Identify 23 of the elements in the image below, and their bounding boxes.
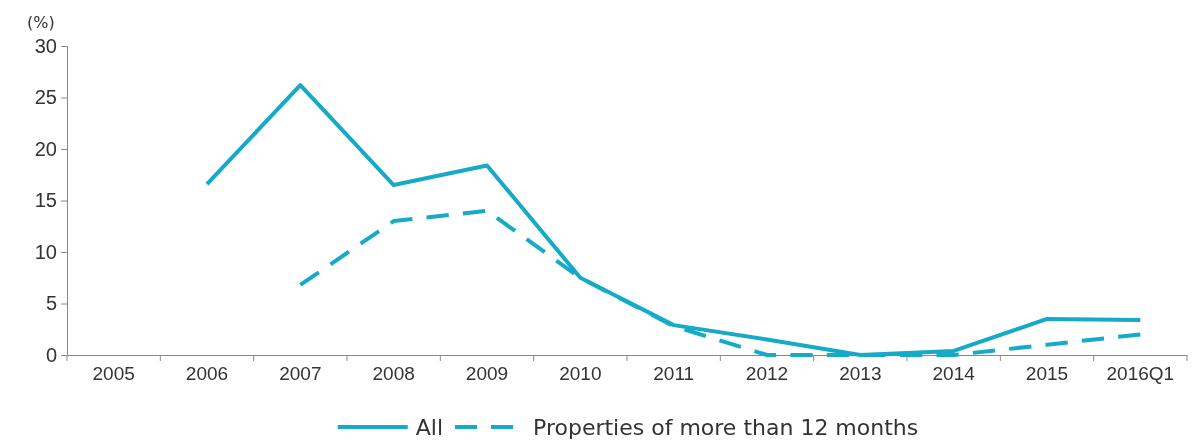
- y-tick-label: 30: [34, 34, 57, 57]
- x-tick-label: 2015: [1025, 363, 1069, 385]
- x-tick-label: 2014: [932, 363, 976, 385]
- y-axis-title: (%): [27, 13, 55, 32]
- x-tick-label: 2005: [92, 363, 135, 385]
- y-tick-label: 25: [34, 86, 57, 109]
- line-series: [205, 83, 1143, 357]
- legend-label: All: [415, 415, 444, 440]
- y-tick-label: 5: [45, 292, 57, 315]
- x-tick-label: 2012: [745, 363, 789, 385]
- x-tick-label: 2006: [185, 363, 229, 385]
- x-tick-label: 2016Q1: [1106, 363, 1175, 385]
- y-tick-label: 20: [34, 137, 57, 160]
- y-tick-label: 15: [34, 189, 57, 212]
- x-tick-label: 2008: [372, 363, 415, 385]
- x-tick-label: 2009: [465, 363, 509, 385]
- y-tick-label: 0: [45, 343, 57, 366]
- legend-label: Properties of more than 12 months: [533, 415, 919, 440]
- x-tick-label: 2011: [653, 363, 695, 385]
- x-tick-label: 2007: [279, 363, 322, 385]
- x-tick-label: 2010: [559, 363, 602, 385]
- x-tick-label: 2013: [839, 363, 882, 385]
- y-tick-label: 10: [34, 240, 57, 263]
